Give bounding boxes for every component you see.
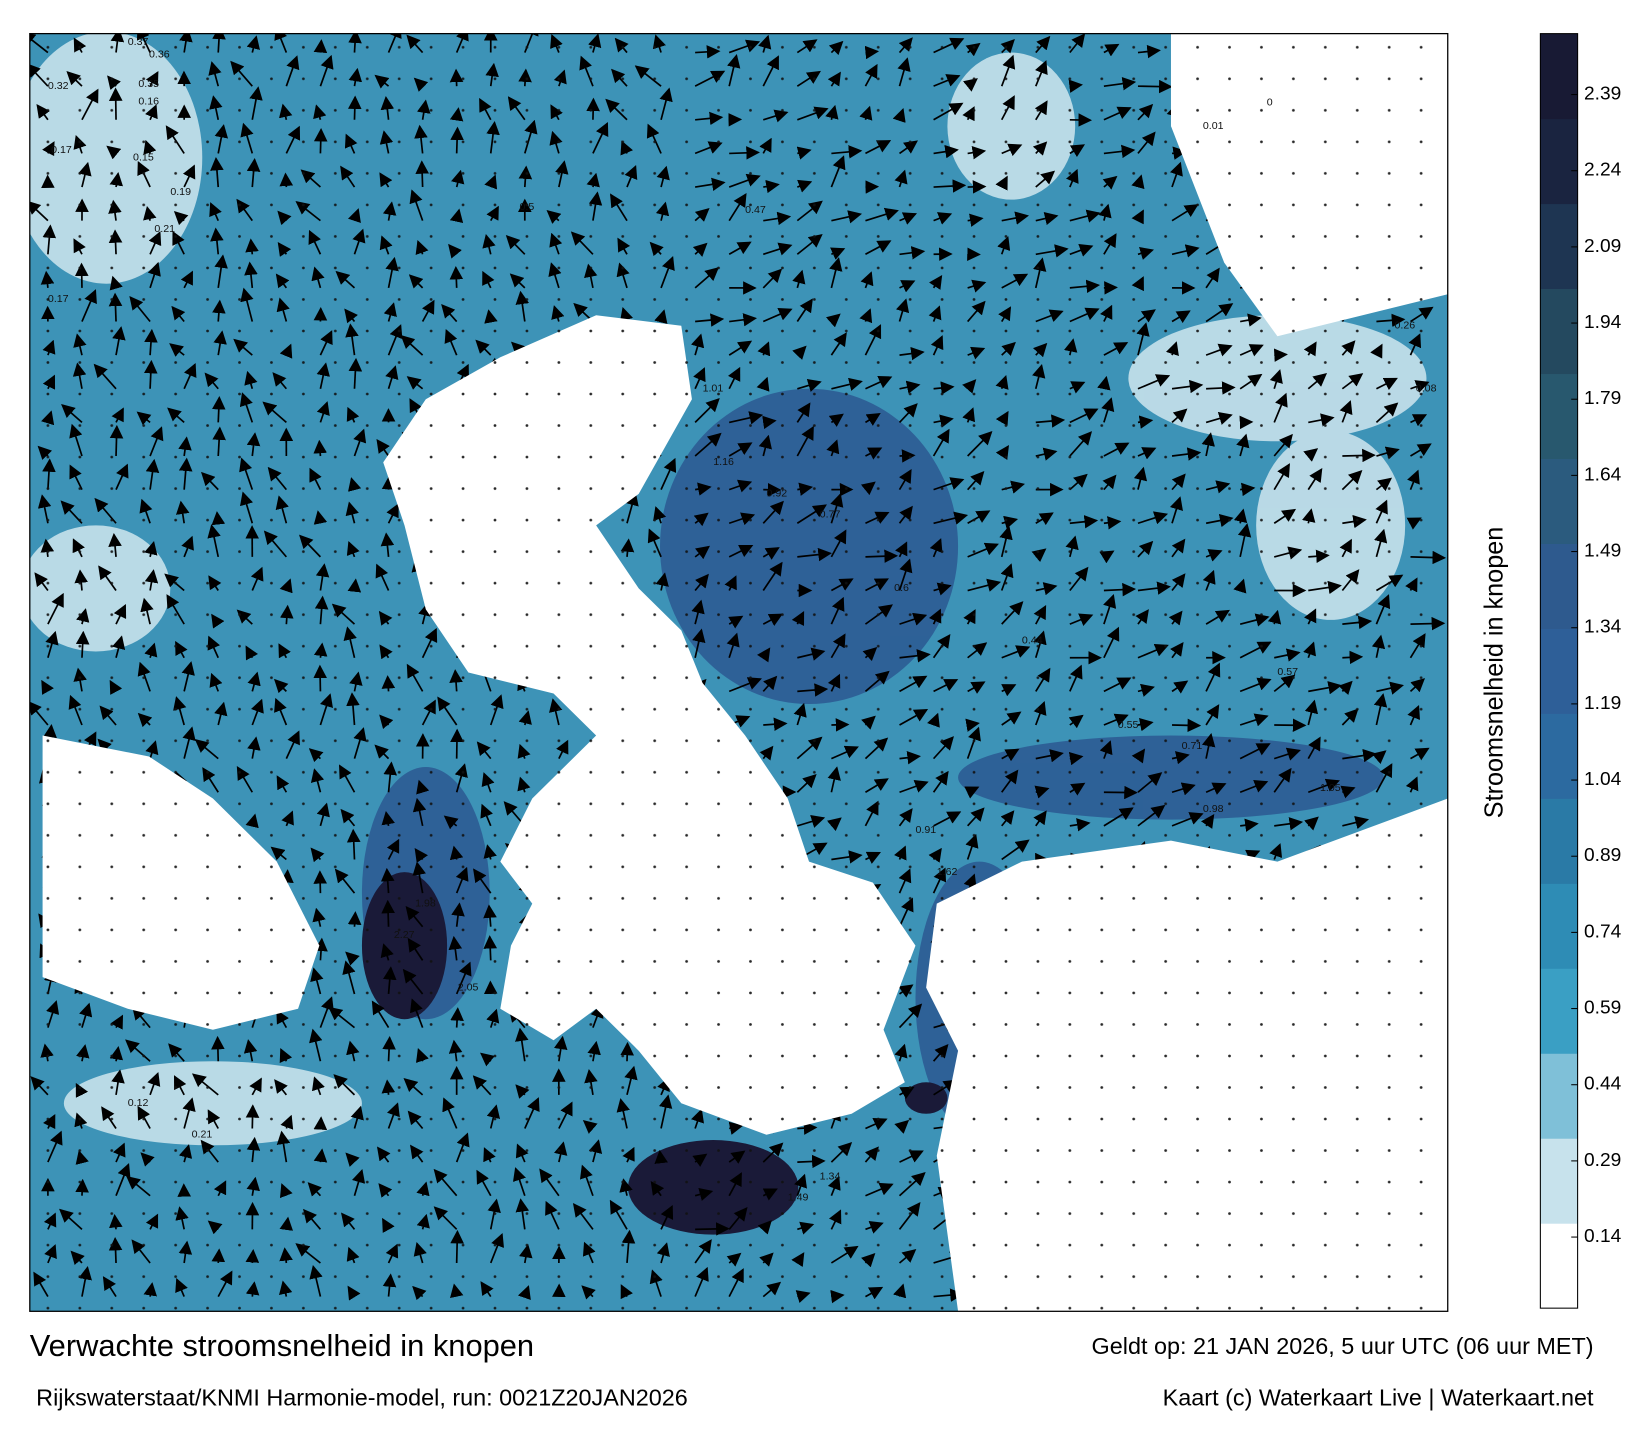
colorbar-tick-label: 0.29 bbox=[1584, 1150, 1621, 1171]
colorbar-label: Stroomsnelheid in knopen bbox=[1480, 527, 1508, 819]
speed-label: 0.71 bbox=[1182, 740, 1203, 752]
colorbar-band bbox=[1540, 968, 1578, 1054]
speed-label: 0.16 bbox=[138, 96, 159, 108]
speed-label: 2.05 bbox=[458, 982, 479, 994]
speed-label: 0.17 bbox=[51, 144, 72, 156]
speed-label: 0.15 bbox=[133, 151, 154, 163]
speed-label: 0.32 bbox=[48, 80, 69, 92]
colorbar-tick-label: 1.79 bbox=[1584, 388, 1621, 409]
colorbar-tick-label: 1.49 bbox=[1584, 541, 1621, 562]
colorbar-band bbox=[1540, 1053, 1578, 1139]
speed-label: 0.98 bbox=[1203, 803, 1224, 815]
colorbar-band bbox=[1540, 713, 1578, 799]
colorbar-tick-label: 0.44 bbox=[1584, 1074, 1622, 1095]
speed-label: 0.47 bbox=[745, 204, 766, 216]
colorbar-band bbox=[1540, 33, 1578, 120]
speed-label: 1.01 bbox=[703, 383, 724, 395]
colorbar-tick-label: 0.59 bbox=[1584, 998, 1621, 1019]
speed-label: 0.26 bbox=[1395, 320, 1416, 332]
colorbar-band bbox=[1540, 1138, 1578, 1224]
colorbar-tick-label: 1.19 bbox=[1584, 693, 1621, 714]
colorbar: 0.14 0.29 0.44 0.59 0.74 0.89 1.04 1.19 1.34 1.49… bbox=[1539, 33, 1622, 1309]
speed-label: 2.27 bbox=[394, 929, 415, 941]
colorbar-tick-label: 1.64 bbox=[1584, 464, 1622, 485]
speed-label: 0.21 bbox=[192, 1129, 213, 1141]
colorbar-band bbox=[1540, 1223, 1578, 1309]
speed-label: 0.91 bbox=[915, 824, 936, 836]
subtitle: Rijkswaterstaat/KNMI Harmonie-model, run… bbox=[36, 1385, 688, 1411]
colorbar-band bbox=[1540, 798, 1578, 884]
speed-label: 0.92 bbox=[766, 488, 787, 500]
speed-label: 0.08 bbox=[1416, 383, 1437, 395]
speed-label: 0.5 bbox=[519, 201, 534, 213]
colorbar-tick-label: 1.94 bbox=[1584, 312, 1622, 333]
title: Verwachte stroomsnelheid in knopen bbox=[30, 1329, 534, 1363]
speed-labels: 0.370.36 0.35 0.16 0.32 0.17 0.15 0.19 0.21 0.17… bbox=[48, 36, 1437, 1204]
speed-label: 0.6 bbox=[894, 582, 909, 594]
colorbar-tick-label: 0.89 bbox=[1584, 845, 1621, 866]
speed-label: 0.55 bbox=[1118, 719, 1139, 731]
colorbar-band bbox=[1540, 543, 1578, 629]
speed-label: 0.37 bbox=[128, 36, 149, 48]
speed-label: 0.36 bbox=[149, 48, 170, 60]
speed-label: 0.12 bbox=[128, 1097, 149, 1109]
colorbar-band bbox=[1540, 628, 1578, 714]
grid-dots bbox=[29, 33, 1448, 1312]
colorbar-tick-label: 2.39 bbox=[1584, 84, 1621, 105]
speed-label: 0.17 bbox=[48, 293, 69, 305]
colorbar-band bbox=[1540, 373, 1578, 459]
speed-label: 0.77 bbox=[820, 509, 841, 521]
credit: Kaart (c) Waterkaart Live | Waterkaart.n… bbox=[1163, 1385, 1594, 1411]
colorbar-frame bbox=[1539, 33, 1579, 1309]
speed-label: 0.57 bbox=[1277, 666, 1298, 678]
map: 0.370.36 0.35 0.16 0.32 0.17 0.15 0.19 0.21 0.17… bbox=[29, 33, 1448, 1312]
speed-label: 0.21 bbox=[154, 223, 175, 235]
colorbar-tick-label: 0.74 bbox=[1584, 921, 1622, 942]
speed-label: 0.19 bbox=[170, 186, 191, 198]
speed-label: 1.05 bbox=[1320, 782, 1341, 794]
speed-label: 0 bbox=[1267, 97, 1273, 109]
colorbar-band bbox=[1540, 288, 1578, 375]
colorbar-band bbox=[1540, 883, 1578, 969]
colorbar-band bbox=[1540, 203, 1578, 290]
colorbar-tick-label: 2.24 bbox=[1584, 160, 1622, 181]
colorbar-tick-label: 2.09 bbox=[1584, 236, 1621, 257]
colorbar-band bbox=[1540, 458, 1578, 544]
colorbar-tick-label: 1.34 bbox=[1584, 617, 1622, 638]
speed-label: 0.01 bbox=[1203, 120, 1224, 132]
speed-label: 1.98 bbox=[415, 897, 436, 909]
speed-label: 0.44 bbox=[1022, 635, 1043, 647]
speed-label: 1.34 bbox=[820, 1171, 841, 1183]
speed-label: 1.16 bbox=[713, 456, 734, 468]
colorbar-tick-label: 1.04 bbox=[1584, 769, 1622, 790]
speed-label: 1.62 bbox=[937, 866, 958, 878]
colorbar-band bbox=[1540, 118, 1578, 205]
speed-label: 1.49 bbox=[788, 1192, 809, 1204]
speed-label: 0.35 bbox=[138, 78, 159, 90]
map-frame bbox=[29, 32, 1449, 1312]
colorbar-tick-label: 0.14 bbox=[1584, 1226, 1622, 1247]
valid-time: Geldt op: 21 JAN 2026, 5 uur UTC (06 uur… bbox=[1092, 1333, 1594, 1359]
